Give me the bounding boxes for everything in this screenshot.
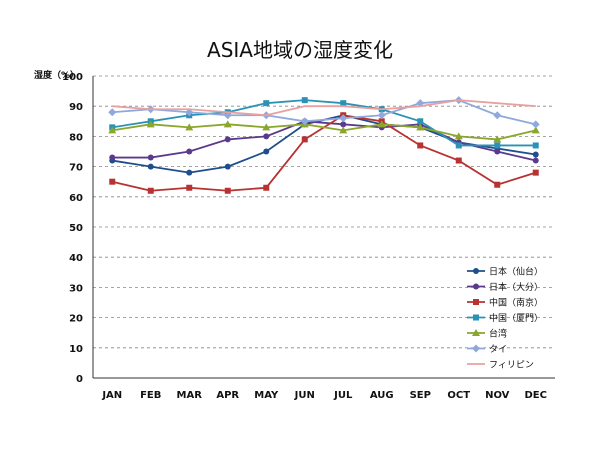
y-tick-label: 10: [69, 344, 83, 355]
data-point: [186, 184, 193, 191]
x-tick-label: NOV: [485, 390, 510, 401]
legend-label: 台湾: [489, 328, 507, 340]
legend-label: 中国（南京）: [489, 297, 543, 309]
data-point: [262, 123, 271, 131]
data-point: [146, 120, 155, 128]
series-line: [112, 123, 536, 141]
data-point: [494, 148, 501, 155]
data-point: [455, 157, 462, 164]
x-tick-label: JAN: [101, 390, 122, 401]
data-point: [147, 187, 154, 194]
data-point: [454, 132, 463, 140]
chart-title: ASIA地域の湿度変化: [207, 38, 393, 62]
data-point: [473, 314, 479, 321]
y-tick-label: 100: [62, 72, 83, 83]
data-point: [185, 123, 194, 131]
x-tick-label: MAR: [177, 390, 203, 401]
data-point: [417, 118, 424, 125]
data-point: [223, 120, 232, 128]
data-point: [263, 133, 270, 140]
y-tick-label: 20: [69, 314, 83, 325]
legend-label: 日本（大分）: [489, 281, 543, 293]
x-tick-label: JUN: [294, 390, 315, 401]
data-point: [416, 123, 425, 131]
x-tick-label: SEP: [410, 390, 431, 401]
y-tick-label: 30: [69, 283, 83, 294]
data-point: [532, 157, 539, 164]
legend-label: タイ: [489, 344, 507, 355]
data-point: [263, 148, 270, 155]
x-tick-label: OCT: [447, 390, 470, 401]
data-point: [473, 268, 479, 274]
y-tick-label: 50: [69, 223, 83, 234]
data-point: [531, 120, 540, 129]
data-point: [186, 148, 193, 155]
data-point: [340, 100, 347, 107]
data-point: [494, 142, 501, 149]
y-tick-label: 60: [69, 193, 83, 204]
data-point: [377, 111, 386, 120]
data-point: [263, 100, 270, 107]
data-point: [531, 126, 540, 134]
series-line: [112, 114, 536, 174]
data-point: [417, 142, 424, 149]
y-axis-label: 湿度（%）: [34, 71, 80, 81]
data-point: [300, 117, 309, 126]
data-point: [493, 135, 502, 143]
data-point: [109, 154, 116, 161]
x-tick-label: AUG: [370, 390, 394, 401]
data-point: [224, 163, 231, 170]
data-point: [493, 111, 502, 120]
series-line: [112, 120, 536, 162]
series-line: [112, 99, 536, 147]
x-tick-label: MAY: [254, 390, 279, 401]
x-tick-label: FEB: [140, 390, 161, 401]
data-point: [108, 108, 117, 117]
data-point: [339, 126, 348, 134]
data-point: [473, 299, 479, 305]
data-point: [473, 283, 479, 290]
data-point: [532, 151, 539, 158]
data-point: [263, 184, 270, 191]
data-point: [224, 187, 231, 194]
data-point: [494, 181, 501, 188]
series-line: [112, 99, 536, 126]
data-point: [472, 344, 480, 353]
data-point: [147, 154, 154, 161]
data-point: [455, 142, 462, 149]
data-point: [147, 163, 154, 170]
data-point: [532, 169, 539, 176]
x-tick-label: DEC: [525, 390, 547, 401]
data-point: [301, 136, 308, 143]
legend-label: 中国（厦門）: [489, 312, 543, 324]
y-tick-label: 70: [69, 163, 83, 174]
y-tick-label: 80: [69, 132, 83, 143]
legend-label: 日本（仙台）: [489, 266, 543, 278]
data-point: [108, 126, 117, 134]
data-point: [377, 120, 386, 128]
data-point: [301, 97, 308, 104]
data-point: [472, 329, 480, 336]
data-point: [224, 136, 231, 143]
data-point: [339, 114, 348, 123]
y-tick-label: 0: [76, 374, 83, 385]
data-point: [340, 121, 347, 128]
y-tick-label: 90: [69, 102, 83, 113]
x-tick-label: JUL: [333, 390, 353, 401]
y-tick-label: 40: [69, 253, 83, 264]
data-point: [186, 169, 193, 176]
series-line: [112, 99, 536, 117]
legend-label: フィリピン: [489, 360, 534, 371]
data-point: [532, 142, 539, 149]
data-point: [109, 178, 116, 185]
x-tick-label: APR: [216, 390, 239, 401]
